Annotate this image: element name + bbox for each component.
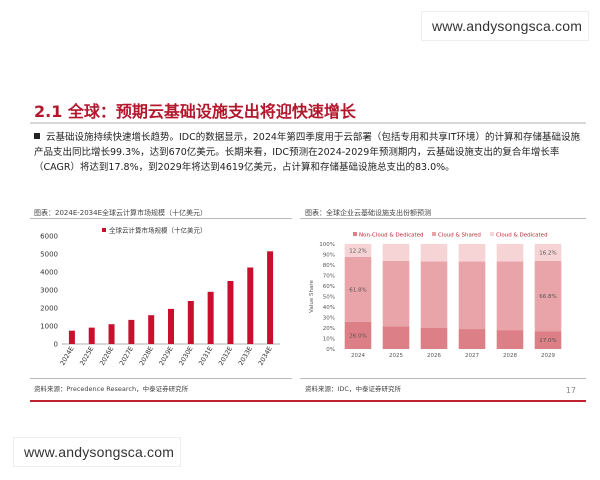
bar-2027E — [128, 319, 135, 344]
bar-2026E — [108, 324, 115, 344]
footer-rule — [30, 400, 586, 402]
x-tick-label: 2030E — [177, 345, 194, 367]
legend-label: Cloud & Dedicated — [496, 233, 548, 239]
y-tick-label: 60% — [323, 284, 335, 290]
x-tick-label: 2027E — [118, 345, 135, 367]
bar-segment — [458, 329, 486, 349]
y-tick-label: 50% — [323, 295, 335, 301]
right-source-rule — [300, 378, 586, 379]
bar-2025E — [88, 327, 95, 344]
y-tick-label: 4000 — [40, 269, 58, 277]
section-title: 2.1 全球：预期云基础设施支出将迎快速增长 — [34, 102, 356, 121]
y-tick-label: 20% — [323, 326, 335, 332]
y-tick-label: 100% — [319, 242, 335, 248]
y-tick-label: 70% — [323, 274, 335, 280]
left-caption-rule — [30, 218, 292, 219]
y-tick-label: 3000 — [40, 287, 58, 295]
y-tick-label: 5000 — [40, 251, 58, 259]
x-tick-label: 2033E — [237, 345, 254, 367]
bar-segment — [534, 331, 562, 349]
bar-2031E — [207, 291, 214, 344]
legend-label: 全球云计算市场规模（十亿美元） — [109, 226, 207, 235]
cloud-share-stacked-chart: Non-Cloud & Dedicated Cloud & Shared Cloud… — [309, 232, 562, 359]
right-source: 资料来源：IDC，中泰证券研究所 — [305, 385, 401, 393]
bar-segment — [344, 244, 372, 257]
legend-label: Cloud & Shared — [438, 233, 481, 239]
bullet-text: 云基础设施持续快速增长趋势。IDC的数据显示，2024年第四季度用于云部署（包括… — [34, 132, 581, 173]
bar-segment — [496, 261, 524, 331]
y-tick-label: 0% — [326, 347, 335, 353]
bar-segment — [534, 244, 562, 262]
bar-2028E — [148, 315, 155, 344]
bar-segment — [458, 244, 486, 262]
x-tick-label: 2027 — [465, 353, 479, 359]
data-label: 12.2% — [349, 248, 366, 254]
x-tick-label: 2028 — [503, 353, 517, 359]
bar-segment — [420, 244, 448, 262]
bar-segment — [420, 328, 448, 349]
bar-segment — [382, 260, 410, 327]
legend-label: Non-Cloud & Dedicated — [359, 233, 424, 239]
bar-segment — [382, 326, 410, 349]
data-label: 26.0% — [349, 333, 366, 339]
y-tick-label: 40% — [323, 305, 335, 311]
right-caption-rule — [300, 218, 586, 219]
x-tick-label: 2031E — [197, 345, 214, 367]
bar-2030E — [187, 300, 194, 344]
watermark-bottom: www.andysongsca.com — [14, 438, 180, 466]
data-label: 16.2% — [539, 251, 556, 257]
x-tick-label: 2032E — [217, 345, 234, 367]
left-figure-caption: 图表：2024E-2034E全球云计算市场规模（十亿美元） — [34, 209, 207, 217]
bar-2024E — [68, 330, 75, 344]
bar-2034E — [267, 251, 274, 344]
legend-swatch — [353, 232, 357, 236]
bar-2032E — [227, 281, 234, 344]
bar-segment — [496, 244, 524, 262]
x-tick-label: 2029 — [541, 353, 555, 359]
bar-2029E — [168, 308, 174, 344]
y-tick-label: 2000 — [40, 305, 58, 313]
y-tick-label: 90% — [323, 253, 335, 259]
data-label: 17.0% — [539, 338, 556, 344]
bullet-paragraph: 云基础设施持续快速增长趋势。IDC的数据显示，2024年第四季度用于云部署（包括… — [34, 130, 582, 175]
bar-segment — [534, 261, 562, 332]
x-tick-label: 2024 — [351, 353, 365, 359]
x-tick-label: 2029E — [157, 345, 174, 367]
y-tick-label: 0 — [54, 341, 58, 349]
data-label: 66.8% — [539, 294, 556, 300]
right-figure-caption: 图表：全球企业云基础设施支出份额预测 — [305, 209, 431, 217]
legend-swatch — [490, 232, 494, 236]
x-tick-label: 2026E — [98, 345, 115, 367]
y-tick-label: 80% — [323, 263, 335, 269]
watermark-top: www.andysongsca.com — [422, 12, 588, 40]
y-tick-label: 10% — [323, 337, 335, 343]
bar-segment — [458, 261, 486, 330]
bar-segment — [344, 321, 372, 349]
x-tick-label: 2025E — [78, 345, 95, 367]
bar-segment — [496, 330, 524, 349]
cloud-market-bar-chart: 0 1000 2000 3000 4000 5000 6000 全球云计算市场规模（十亿美元）… — [40, 226, 280, 367]
bar-2033E — [247, 267, 254, 344]
bullet-square-icon — [34, 133, 40, 139]
legend-swatch — [102, 228, 106, 232]
data-label: 61.8% — [349, 287, 366, 293]
left-source: 资料来源：Precedence Research，中泰证券研究所 — [34, 385, 189, 393]
x-tick-label: 2028E — [138, 345, 155, 367]
y-tick-label: 6000 — [40, 233, 58, 241]
page-number: 17 — [565, 386, 576, 395]
y-tick-label: 30% — [323, 316, 335, 322]
x-tick-label: 2024E — [58, 345, 75, 367]
y-axis-label: Value Share — [309, 280, 315, 313]
bar-segment — [382, 244, 410, 261]
bar-segment — [420, 261, 448, 328]
x-tick-label: 2026 — [427, 353, 441, 359]
x-tick-label: 2025 — [389, 353, 403, 359]
bar-segment — [344, 256, 372, 322]
y-tick-label: 1000 — [40, 323, 58, 331]
left-source-rule — [30, 378, 292, 379]
x-tick-label: 2034E — [257, 345, 274, 367]
title-divider — [30, 122, 586, 124]
legend-swatch — [432, 232, 436, 236]
